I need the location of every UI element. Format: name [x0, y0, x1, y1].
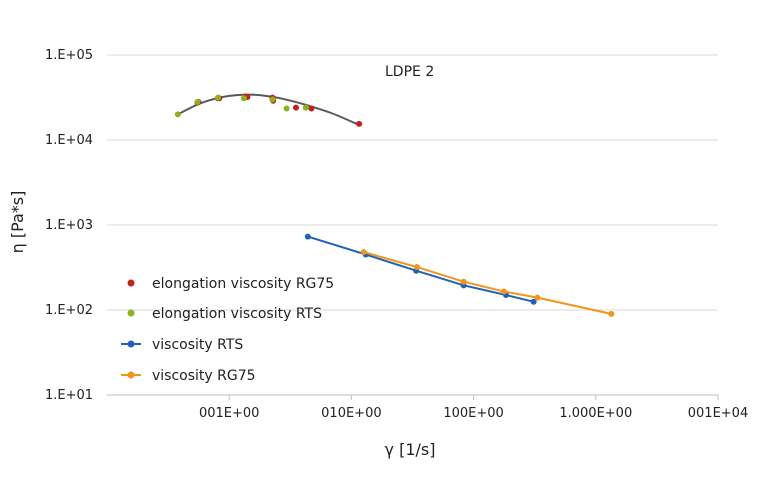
data-point: [356, 120, 363, 127]
data-point: [608, 310, 615, 317]
x-tick-labels: 001E+00 010E+00 100E+00 1.000E+00 001E+04: [199, 395, 748, 421]
legend-marker: [127, 279, 135, 287]
series-1: [174, 94, 309, 118]
data-point: [283, 105, 290, 112]
data-point: [215, 94, 222, 101]
y-tick-label: 1.E+02: [45, 303, 93, 318]
legend-item: viscosity RG75: [121, 368, 256, 384]
y-tick-label: 1.E+03: [45, 218, 93, 233]
elongation-trendline: [177, 93, 360, 126]
legend-item: elongation viscosity RTS: [127, 306, 322, 322]
data-point: [413, 264, 420, 271]
data-point: [530, 298, 537, 305]
y-tick-labels: 1.E+01 1.E+02 1.E+03 1.E+04 1.E+05: [45, 48, 93, 403]
data-point: [360, 249, 367, 256]
data-point: [534, 294, 541, 301]
x-tick-label: 1.000E+00: [559, 406, 632, 421]
data-point: [308, 105, 315, 112]
series-line: [307, 235, 534, 303]
legend-label: elongation viscosity RG75: [152, 276, 334, 292]
data-point: [460, 278, 467, 285]
data-point: [194, 98, 201, 105]
data-point: [174, 111, 181, 118]
legend-item: viscosity RTS: [121, 337, 243, 353]
legend-marker: [127, 371, 135, 379]
data-point: [269, 96, 276, 103]
data-point: [304, 233, 311, 240]
chart-annotation: LDPE 2: [385, 64, 434, 80]
legend-item: elongation viscosity RG75: [127, 276, 334, 292]
y-tick-label: 1.E+05: [45, 48, 93, 63]
x-axis-label: γ [1/s]: [385, 440, 436, 459]
y-tick-label: 1.E+04: [45, 133, 93, 148]
legend-marker: [127, 309, 135, 317]
x-tick-label: 001E+04: [688, 406, 748, 421]
grid: [107, 54, 718, 311]
x-tick-label: 010E+00: [321, 406, 381, 421]
legend-marker: [127, 340, 135, 348]
y-axis-label: η [Pa*s]: [8, 191, 27, 254]
data-point: [240, 95, 247, 102]
series-layer: [174, 93, 615, 317]
series-line: [363, 251, 612, 315]
legend: elongation viscosity RG75 elongation visc…: [121, 276, 334, 384]
y-tick-label: 1.E+01: [45, 388, 93, 403]
x-tick-label: 100E+00: [443, 406, 503, 421]
data-point: [302, 104, 309, 111]
legend-label: elongation viscosity RTS: [152, 306, 322, 322]
series-3: [360, 249, 615, 317]
legend-label: viscosity RTS: [152, 337, 243, 353]
x-tick-label: 001E+00: [199, 406, 259, 421]
data-point: [500, 288, 507, 295]
data-point: [292, 104, 299, 111]
legend-label: viscosity RG75: [152, 368, 256, 384]
